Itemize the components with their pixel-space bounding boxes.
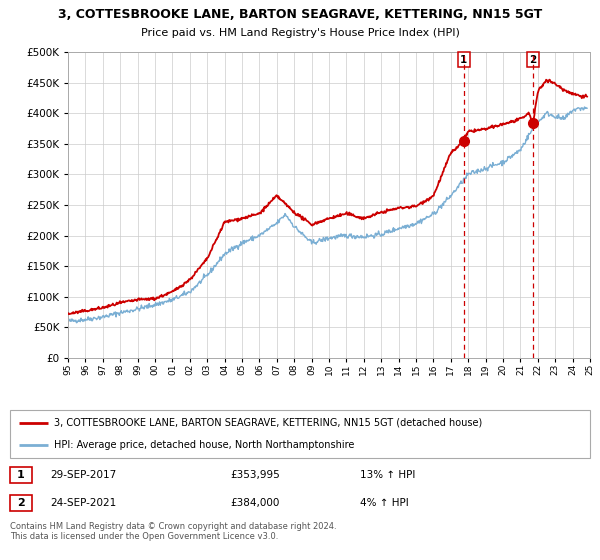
Text: £384,000: £384,000	[230, 498, 280, 508]
Text: 3, COTTESBROOKE LANE, BARTON SEAGRAVE, KETTERING, NN15 5GT (detached house): 3, COTTESBROOKE LANE, BARTON SEAGRAVE, K…	[53, 418, 482, 428]
Text: 1: 1	[17, 470, 25, 480]
Text: 3, COTTESBROOKE LANE, BARTON SEAGRAVE, KETTERING, NN15 5GT: 3, COTTESBROOKE LANE, BARTON SEAGRAVE, K…	[58, 8, 542, 21]
Text: 4% ↑ HPI: 4% ↑ HPI	[360, 498, 409, 508]
Text: 13% ↑ HPI: 13% ↑ HPI	[360, 470, 415, 480]
FancyBboxPatch shape	[10, 495, 32, 511]
Text: Price paid vs. HM Land Registry's House Price Index (HPI): Price paid vs. HM Land Registry's House …	[140, 28, 460, 38]
Text: HPI: Average price, detached house, North Northamptonshire: HPI: Average price, detached house, Nort…	[53, 440, 354, 450]
FancyBboxPatch shape	[10, 467, 32, 483]
Text: 1: 1	[460, 55, 467, 65]
Text: £353,995: £353,995	[230, 470, 280, 480]
Text: 2: 2	[17, 498, 25, 508]
Text: Contains HM Land Registry data © Crown copyright and database right 2024.
This d: Contains HM Land Registry data © Crown c…	[10, 522, 337, 542]
Text: 24-SEP-2021: 24-SEP-2021	[50, 498, 116, 508]
Text: 2: 2	[529, 55, 537, 65]
FancyBboxPatch shape	[10, 410, 590, 458]
Text: 29-SEP-2017: 29-SEP-2017	[50, 470, 116, 480]
